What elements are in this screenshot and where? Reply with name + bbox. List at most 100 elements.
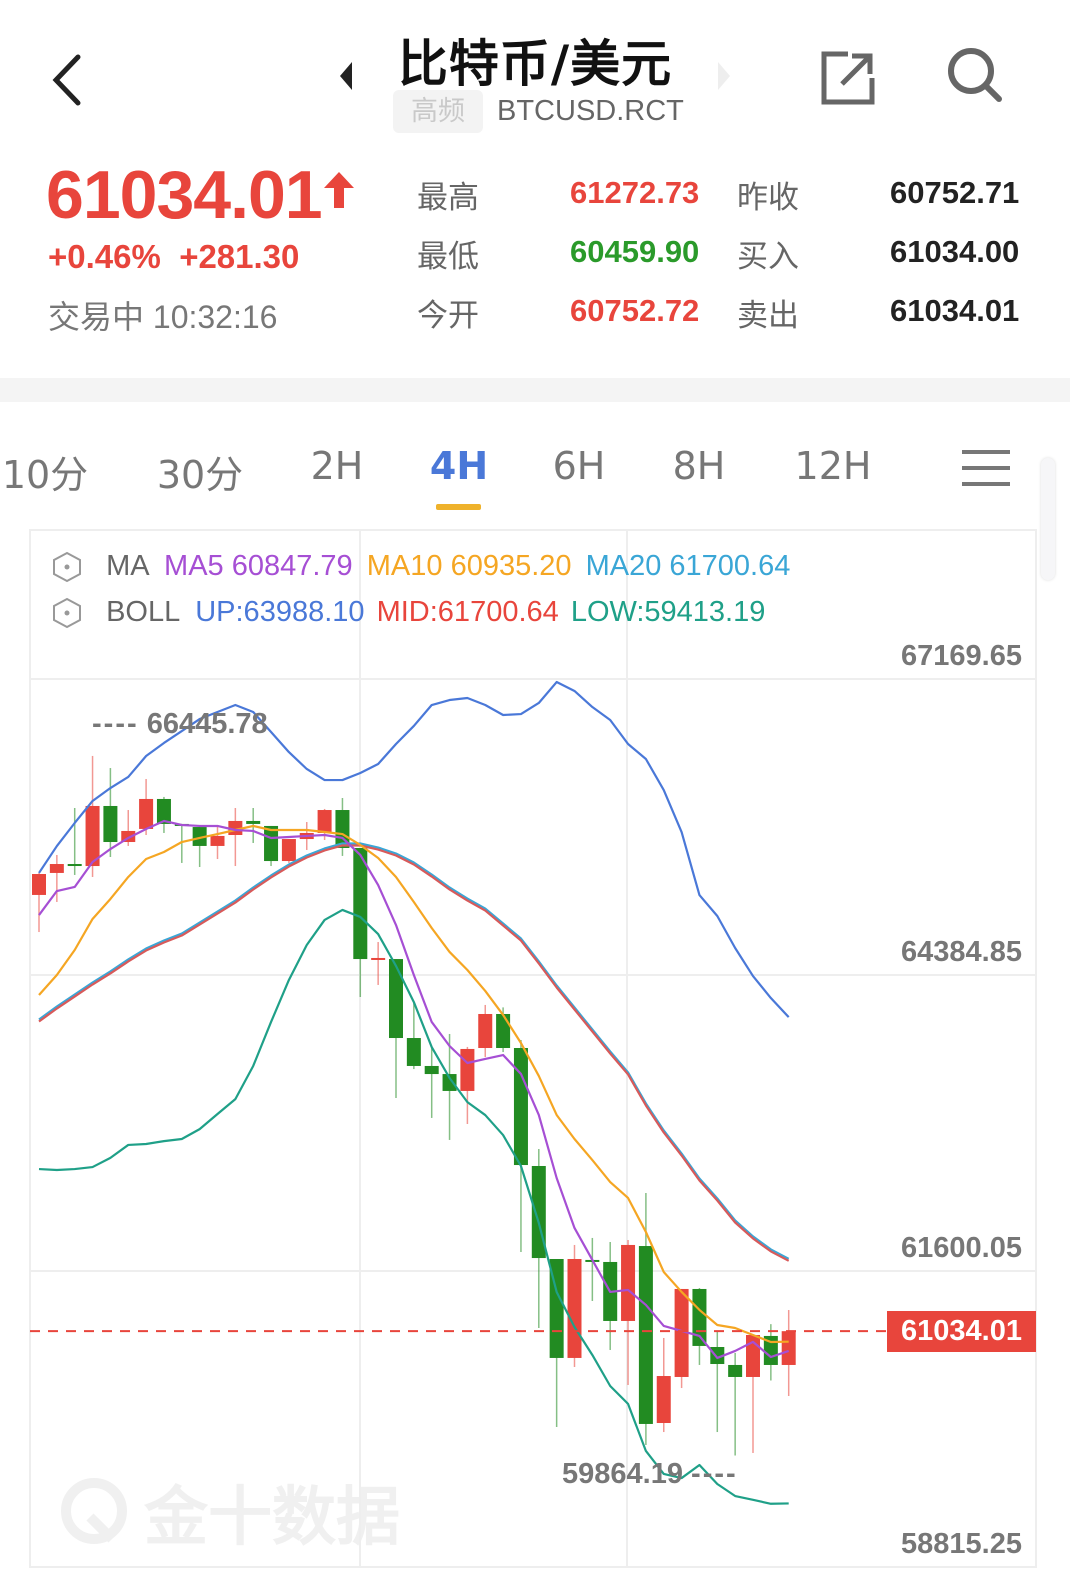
hexagon-settings-icon[interactable] — [52, 551, 82, 583]
y-tick-label: 58815.25 — [901, 1528, 1022, 1560]
y-tick-label: 61600.05 — [901, 1232, 1022, 1264]
tab-10分[interactable]: 10分 — [1, 453, 89, 497]
max-price-annotation: ---- 66445.78 — [92, 708, 268, 740]
candle-down — [638, 1246, 653, 1424]
stat-label: 最高 — [417, 180, 479, 216]
candle-up — [674, 1288, 689, 1377]
prev-triangle-icon — [340, 62, 352, 90]
stat-value: 61034.01 — [890, 293, 1020, 328]
next-symbol-button[interactable] — [712, 58, 736, 94]
stat-label: 最低 — [417, 239, 479, 275]
candle-down — [710, 1347, 725, 1365]
candle-up — [621, 1244, 636, 1321]
menu-button[interactable] — [962, 448, 1010, 488]
boll-legend: BOLL UP:63988.10 MID:61700.64 LOW:59413.… — [52, 596, 765, 629]
candle-up — [478, 1013, 493, 1049]
stat-label: 卖出 — [737, 298, 799, 334]
candle-down — [264, 825, 279, 862]
min-price-annotation: 59864.19 ---- — [562, 1458, 738, 1490]
chart-frame — [29, 529, 1037, 1568]
candle-up — [371, 957, 386, 960]
candle-down — [156, 798, 171, 824]
boll-mid-line — [38, 844, 790, 1262]
search-button[interactable] — [944, 44, 1006, 106]
current-price: 61034.01 — [46, 157, 323, 233]
y-tick-label: 67169.65 — [901, 640, 1022, 672]
share-icon — [821, 51, 875, 105]
stat-label: 昨收 — [737, 180, 799, 216]
scrollbar[interactable] — [1041, 458, 1055, 580]
active-tab-indicator — [436, 504, 481, 510]
ma20-value: MA20 61700.64 — [585, 550, 791, 582]
y-tick-label: 64384.85 — [901, 936, 1022, 968]
candle-down — [728, 1364, 743, 1377]
candle-down — [442, 1074, 457, 1091]
candle-down — [406, 1038, 421, 1066]
ma20-line — [38, 842, 790, 1260]
tab-6H[interactable]: 6H — [552, 444, 606, 488]
candle-down — [496, 1013, 511, 1049]
stat-label: 买入 — [737, 239, 799, 275]
stat-value: 60752.72 — [570, 293, 700, 328]
candle-down — [763, 1335, 778, 1365]
ma-legend: MA MA5 60847.79 MA10 60935.20 MA20 61700… — [52, 550, 790, 583]
price-change: +0.46% +281.30 — [48, 238, 299, 276]
tab-30分[interactable]: 30分 — [156, 453, 244, 497]
candle-up — [656, 1376, 671, 1424]
candle-down — [246, 820, 261, 824]
watermark-logo: 金十数据 — [60, 1466, 400, 1558]
up-arrow-icon — [322, 170, 356, 215]
max-price-value: 66445.78 — [146, 708, 268, 740]
next-triangle-icon — [718, 62, 730, 90]
boll-mid-value: MID:61700.64 — [376, 596, 559, 628]
hexagon-settings-icon[interactable] — [52, 597, 82, 629]
hamburger-menu-icon — [962, 450, 1010, 486]
change-amount: +281.30 — [179, 238, 300, 275]
candle-down — [353, 847, 368, 960]
boll-label: BOLL — [106, 596, 180, 628]
candle-down — [424, 1065, 439, 1075]
candle-down — [67, 864, 82, 867]
candle-up — [567, 1258, 582, 1358]
candle-up — [49, 864, 64, 873]
ma5-value: MA5 60847.79 — [164, 550, 353, 582]
ma10-value: MA10 60935.20 — [366, 550, 572, 582]
candle-down — [389, 959, 403, 1039]
prev-symbol-button[interactable] — [334, 58, 358, 94]
stat-value: 60459.90 — [570, 234, 700, 269]
boll-low-value: LOW:59413.19 — [570, 596, 766, 628]
stat-value: 61272.73 — [570, 175, 700, 210]
tab-4H[interactable]: 4H — [429, 444, 489, 488]
candle-up — [317, 810, 332, 833]
frequency-badge: 高频 — [393, 90, 483, 133]
candle-down — [549, 1258, 564, 1358]
trading-status: 交易中 10:32:16 — [48, 299, 278, 335]
change-percent: +0.46% — [48, 238, 161, 275]
ma10-line — [38, 824, 789, 1344]
tab-2H[interactable]: 2H — [310, 444, 364, 488]
boll-up-value: UP:63988.10 — [195, 596, 365, 628]
page-title: 比特币/美元 — [397, 35, 673, 93]
boll-low-line — [38, 908, 789, 1505]
ma5-line — [38, 819, 790, 1360]
current-price-tag: 61034.01 — [887, 1311, 1036, 1352]
candle-down — [513, 1048, 528, 1166]
share-button[interactable] — [818, 48, 878, 108]
section-divider — [0, 378, 1070, 402]
ma-label: MA — [106, 550, 148, 582]
stat-value: 61034.00 — [890, 234, 1020, 269]
candle-up — [139, 798, 154, 829]
tab-12H[interactable]: 12H — [794, 444, 872, 488]
candle-up — [210, 835, 225, 846]
search-icon — [948, 48, 1002, 102]
tab-8H[interactable]: 8H — [672, 444, 726, 488]
candle-down — [192, 827, 207, 846]
boll-up-line — [38, 680, 790, 1018]
symbol-code: BTCUSD.RCT — [497, 95, 684, 127]
candle-down — [103, 805, 118, 843]
candle-up — [121, 830, 136, 843]
stat-value: 60752.71 — [890, 175, 1020, 210]
back-button[interactable] — [40, 45, 100, 115]
candle-up — [460, 1048, 475, 1091]
